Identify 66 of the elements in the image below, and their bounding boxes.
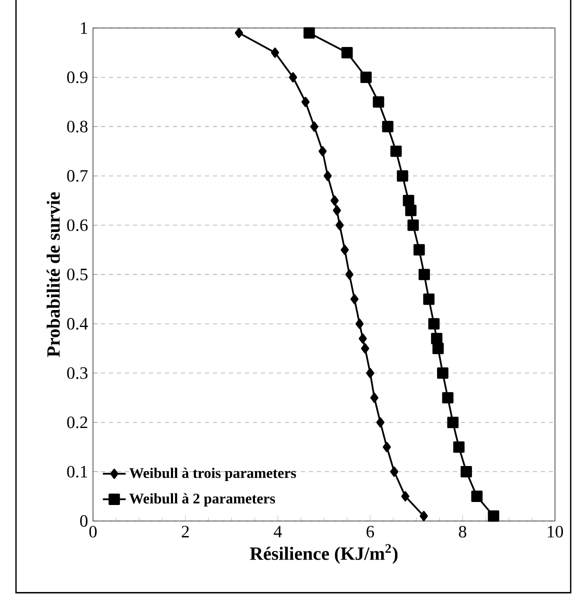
point [341,46,353,58]
y-tick-label: 0.2 [67,416,88,428]
y-tick-label: 0 [80,515,88,527]
legend-label: Weibull à trois parameters [129,468,296,481]
x-tick-label: 10 [548,526,563,538]
x-tick-label: 6 [366,526,374,538]
point [390,146,402,157]
point [405,204,417,216]
point [360,72,372,83]
y-tick-label: 0.4 [67,318,88,330]
point [390,466,398,477]
y-tick-label: 0.1 [67,466,88,478]
point [382,120,394,132]
point [418,268,430,280]
point [428,318,440,330]
point [358,333,367,344]
point [401,491,410,502]
point [336,220,344,230]
point [407,220,419,231]
legend-label: Weibull à 2 parameters [129,493,276,507]
point [447,416,459,428]
point [304,27,315,39]
point [361,343,370,354]
y-tick-label: 1 [81,22,88,34]
point [330,195,339,206]
y-tick-label: 0.5 [67,268,88,280]
point [420,510,428,522]
y-tick-label: 0.7 [67,170,88,182]
point [382,442,391,452]
point [413,244,425,256]
point [471,490,483,502]
point [318,146,327,156]
point [423,293,435,305]
y-tick-label: 0.6 [67,219,88,232]
y-tick-label: 0.3 [67,367,88,379]
point [288,72,298,82]
point [350,294,359,304]
y-axis-title: Probabilité de survie [46,192,60,357]
point [432,342,444,354]
point [270,48,280,58]
point [332,205,341,216]
x-tick-label: 0 [89,526,97,538]
point [488,510,500,522]
point [396,170,408,182]
point [301,96,310,108]
point [370,392,378,403]
x-tick-label: 2 [182,526,189,538]
point [324,170,332,182]
point [372,96,384,108]
point [345,269,354,280]
point [340,244,349,255]
point [310,121,318,132]
point [234,28,244,38]
x-tick-label: 4 [274,526,282,538]
x-tick-label: 8 [458,526,466,538]
point [376,417,384,428]
point [437,367,448,379]
y-tick-label: 0.9 [67,71,88,84]
point [460,466,472,478]
y-tick-label: 0.8 [67,120,88,132]
point [453,441,465,453]
point [442,392,454,404]
point [366,368,374,378]
x-axis-title: Résilience (KJ/m$^{2}$) [250,544,398,564]
point [431,332,442,344]
point [355,318,364,329]
